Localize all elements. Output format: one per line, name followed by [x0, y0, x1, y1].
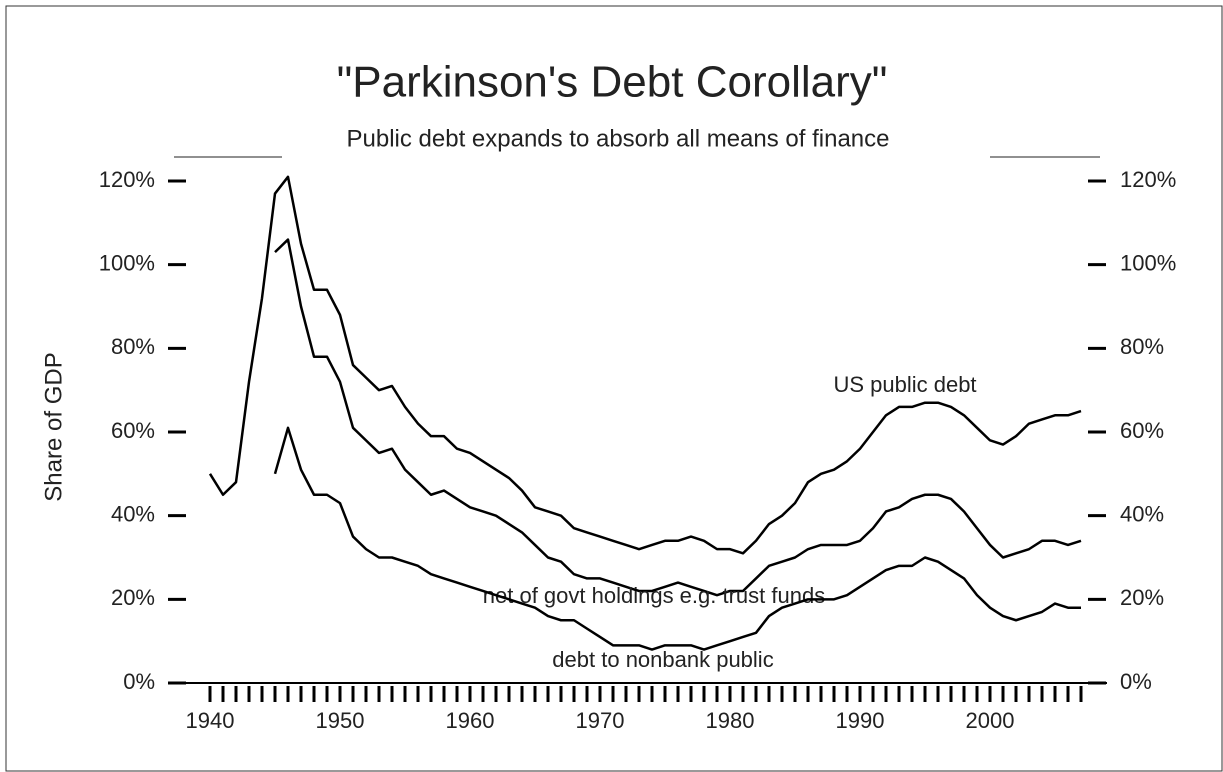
y2-tick-label: 100%	[1120, 250, 1176, 275]
y2-tick-label: 60%	[1120, 418, 1164, 443]
y-tick-label: 40%	[111, 501, 155, 526]
y-tick-label: 0%	[123, 669, 155, 694]
chart-title: "Parkinson's Debt Corollary"	[337, 58, 888, 107]
x-tick-label: 1960	[446, 708, 495, 733]
y-tick-label: 100%	[99, 250, 155, 275]
x-tick-label: 1950	[316, 708, 365, 733]
series-label: US public debt	[833, 372, 976, 397]
x-tick-label: 1990	[836, 708, 885, 733]
x-tick-label: 1970	[576, 708, 625, 733]
series-line	[273, 426, 1081, 651]
y-tick-label: 80%	[111, 334, 155, 359]
x-tick-label: 1980	[706, 708, 755, 733]
y2-tick-label: 40%	[1120, 501, 1164, 526]
y-tick-label: 60%	[111, 418, 155, 443]
y2-tick-label: 80%	[1120, 334, 1164, 359]
series-line	[208, 175, 1082, 555]
series-label: debt to nonbank public	[552, 647, 773, 672]
y-tick-label: 20%	[111, 585, 155, 610]
chart-subtitle: Public debt expands to absorb all means …	[346, 125, 889, 152]
x-tick-label: 2000	[966, 708, 1015, 733]
series-line	[274, 238, 1082, 597]
y2-tick-label: 20%	[1120, 585, 1164, 610]
frame	[5, 5, 1223, 772]
y2-tick-label: 0%	[1120, 669, 1152, 694]
y-axis-label: Share of GDP	[40, 352, 67, 501]
series-label: net of govt holdings e.g. trust funds	[483, 583, 825, 608]
y2-tick-label: 120%	[1120, 167, 1176, 192]
x-tick-label: 1940	[186, 708, 235, 733]
y-tick-label: 120%	[99, 167, 155, 192]
